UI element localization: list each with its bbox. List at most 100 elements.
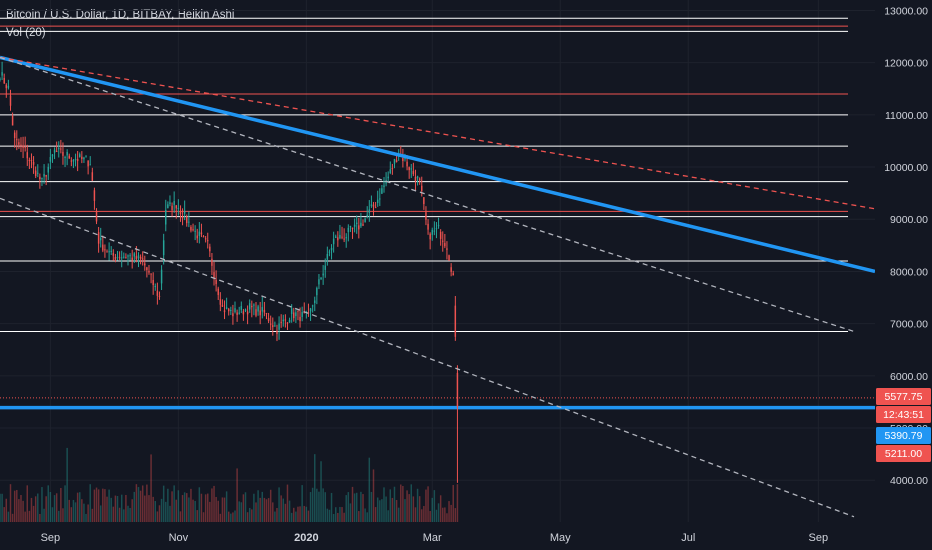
volume-bar (276, 507, 278, 522)
candle-body (16, 139, 18, 141)
candle-body (9, 95, 12, 106)
price-tags: 5577.75 12:43:51 5390.79 5211.00 (876, 388, 931, 462)
price-tag-label: 5390.79 (885, 430, 923, 442)
volume-bar (236, 468, 238, 522)
candle-body (265, 312, 268, 314)
volume-bar (58, 510, 60, 522)
candle-body (320, 277, 322, 280)
candle-body (290, 308, 293, 314)
volume-bar (85, 513, 87, 522)
candle-body (309, 308, 312, 312)
candle-body (198, 231, 201, 236)
candle-body (45, 175, 47, 177)
volume-bar (76, 492, 79, 522)
candle-body (439, 231, 442, 239)
time-axis-bg (0, 522, 932, 550)
candle-body (406, 161, 408, 167)
candle-body (307, 312, 310, 314)
candle-body (7, 86, 10, 88)
volume-bar (444, 507, 446, 522)
time-tick-label: Mar (423, 532, 442, 544)
volume-bar (301, 485, 303, 522)
candle-body (286, 322, 289, 324)
price-tag-label: 5211.00 (885, 448, 922, 460)
volume-bar (152, 496, 154, 522)
candle-body (24, 146, 26, 148)
volume-bar (83, 503, 85, 522)
price-tag-bg (876, 445, 931, 462)
volume-bar (410, 484, 413, 522)
candle-body (148, 270, 150, 273)
candle-body (139, 256, 142, 259)
candle-body (376, 199, 379, 203)
volume-bar (364, 508, 366, 522)
candle-body (311, 305, 314, 307)
time-axis: Sep Nov 2020 Mar May Jul Sep (0, 522, 932, 550)
candle-body (227, 308, 230, 312)
volume-bar (225, 491, 228, 522)
volume-bars (0, 447, 459, 522)
volume-bar (89, 484, 91, 522)
volume-bar (79, 492, 81, 522)
volume-bar (330, 492, 333, 522)
candle-body (209, 246, 211, 252)
volume-bar (91, 508, 94, 522)
volume-bar (192, 499, 194, 522)
volume-bar (274, 511, 276, 522)
volume-bar (188, 497, 190, 522)
candle-body (219, 299, 222, 305)
candle-body (129, 255, 131, 257)
volume-bar (112, 506, 115, 522)
volume-bar (62, 508, 64, 522)
time-tick-label: Jul (681, 532, 695, 544)
volume-bar (26, 485, 29, 522)
candle-body (83, 157, 85, 160)
candle-body (43, 173, 45, 177)
candle-body (267, 318, 270, 322)
volume-indicator-label[interactable]: Vol (20) (6, 27, 46, 39)
volume-bar (385, 496, 387, 522)
volume-bar (87, 504, 89, 522)
candle-body (79, 154, 81, 157)
candle-body (93, 190, 96, 201)
volume-bar (175, 499, 177, 522)
candle-body (137, 255, 140, 259)
volume-bar (339, 506, 341, 522)
volume-bar (368, 457, 371, 522)
volume-bar (219, 513, 222, 522)
candle-body (393, 158, 396, 164)
candle-body (215, 279, 217, 285)
volume-bar (108, 489, 110, 522)
volume-bar (211, 488, 213, 522)
candle-body (328, 251, 331, 253)
candle-body (120, 257, 123, 259)
candle-body (5, 84, 8, 89)
candle-body (206, 240, 209, 242)
candle-body (330, 247, 333, 251)
candle-body (246, 311, 249, 315)
trendline-0 (0, 55, 876, 274)
candle-body (26, 152, 29, 159)
volume-bar (200, 493, 203, 522)
volume-bar (209, 501, 211, 522)
volume-bar (60, 488, 62, 522)
volume-bar (7, 511, 10, 522)
candle-body (91, 172, 94, 181)
candle-body (53, 149, 56, 153)
volume-bar (186, 493, 188, 522)
candle-body (144, 263, 146, 266)
candle-body (366, 214, 368, 217)
candle-body (435, 228, 438, 230)
candle-body (30, 160, 33, 162)
candle-body (450, 267, 452, 272)
volume-bar (139, 490, 142, 522)
candle-body (131, 257, 133, 261)
candle-body (141, 258, 144, 260)
volume-bar (253, 493, 255, 522)
volume-bar (456, 484, 459, 522)
candle-body (217, 288, 219, 295)
volume-bar (358, 511, 360, 522)
candle-body (41, 177, 43, 179)
candle-body (152, 280, 154, 286)
